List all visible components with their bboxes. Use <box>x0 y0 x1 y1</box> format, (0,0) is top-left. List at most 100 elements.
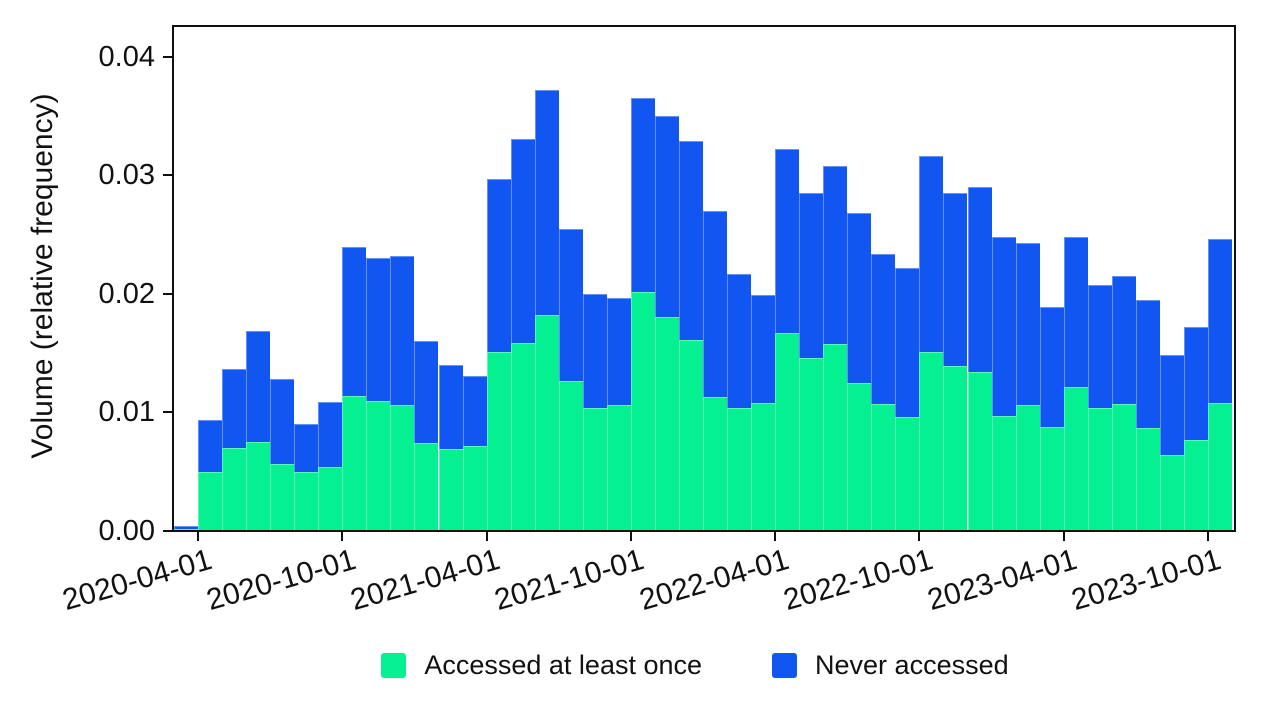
bar-2021-09 <box>606 297 631 530</box>
bar-2021-02 <box>438 365 463 530</box>
bar-2022-02 <box>727 273 752 530</box>
bar-segment-never-accessed <box>895 267 920 418</box>
bar-2020-05 <box>222 368 247 530</box>
bar-segment-accessed <box>582 407 607 530</box>
bar-segment-never-accessed <box>775 149 800 334</box>
bar-2023-09 <box>1183 327 1208 530</box>
y-tick-label: 0.02 <box>98 277 155 310</box>
legend-swatch-never-icon <box>772 653 798 678</box>
bar-2023-04 <box>1063 237 1088 530</box>
bar-segment-never-accessed <box>270 379 295 464</box>
bar-segment-accessed <box>895 417 920 530</box>
bar-2021-08 <box>582 294 607 530</box>
bar-segment-never-accessed <box>438 365 463 450</box>
y-tick-label: 0.03 <box>98 159 155 192</box>
bar-2020-06 <box>246 330 271 530</box>
x-tick-mark <box>341 532 344 541</box>
bar-segment-accessed <box>390 405 415 530</box>
legend-item-never: Never accessed <box>772 650 1009 681</box>
bar-segment-never-accessed <box>1207 239 1232 404</box>
bar-segment-never-accessed <box>462 375 487 446</box>
y-tick-mark <box>163 530 172 532</box>
bar-2021-07 <box>558 228 583 530</box>
bar-segment-never-accessed <box>1111 276 1136 405</box>
y-tick-label: 0.00 <box>98 515 155 547</box>
bar-segment-never-accessed <box>703 210 728 398</box>
x-tick-mark <box>1062 532 1065 541</box>
bar-segment-never-accessed <box>871 253 896 405</box>
y-tick-mark <box>163 55 172 58</box>
bar-2022-03 <box>751 295 776 530</box>
y-tick-label: 0.04 <box>98 40 155 73</box>
bar-2023-03 <box>1039 307 1064 530</box>
bar-segment-accessed <box>1039 426 1064 530</box>
bar-segment-accessed <box>654 316 679 530</box>
bar-segment-accessed <box>678 340 703 530</box>
bar-segment-never-accessed <box>799 193 824 359</box>
y-tick-mark <box>163 411 172 414</box>
bar-segment-accessed <box>198 471 223 530</box>
bar-segment-never-accessed <box>606 297 631 406</box>
bar-segment-never-accessed <box>727 273 752 408</box>
bar-segment-accessed <box>510 342 535 530</box>
bar-2021-03 <box>462 375 487 530</box>
x-tick-mark <box>485 532 488 541</box>
bar-segment-accessed <box>534 315 559 530</box>
bar-2022-06 <box>823 165 848 530</box>
bar-segment-accessed <box>1207 403 1232 530</box>
bar-segment-never-accessed <box>390 256 415 406</box>
bar-segment-accessed <box>222 448 247 530</box>
bar-segment-accessed <box>847 382 872 530</box>
bar-2022-11 <box>943 193 968 530</box>
bar-2022-08 <box>871 253 896 530</box>
bar-segment-never-accessed <box>414 341 439 444</box>
x-tick-label: 2023-10-01 <box>1068 543 1226 618</box>
bar-segment-accessed <box>775 333 800 530</box>
bar-2022-12 <box>967 187 992 530</box>
bar-segment-accessed <box>486 352 511 530</box>
bar-segment-never-accessed <box>1135 299 1160 429</box>
bar-segment-never-accessed <box>534 90 559 316</box>
bar-segment-never-accessed <box>1039 307 1064 427</box>
bar-segment-accessed <box>991 416 1016 530</box>
bar-segment-accessed <box>174 528 199 530</box>
bar-segment-never-accessed <box>1159 354 1184 456</box>
bar-2023-02 <box>1015 243 1040 530</box>
bar-segment-accessed <box>366 400 391 530</box>
bar-segment-accessed <box>1183 439 1208 530</box>
x-tick-mark <box>918 532 921 541</box>
bar-segment-never-accessed <box>246 330 271 443</box>
bar-2020-08 <box>294 424 319 530</box>
bar-segment-accessed <box>1159 455 1184 530</box>
bar-segment-accessed <box>1111 404 1136 530</box>
bar-2022-07 <box>847 213 872 530</box>
bar-2021-10 <box>630 98 655 530</box>
bar-segment-never-accessed <box>919 156 944 353</box>
bar-segment-accessed <box>630 291 655 530</box>
bar-2021-01 <box>414 341 439 530</box>
x-tick-mark <box>629 532 632 541</box>
bar-2020-09 <box>318 401 343 530</box>
bar-segment-accessed <box>703 397 728 530</box>
bar-segment-never-accessed <box>294 424 319 472</box>
bar-2021-11 <box>654 116 679 530</box>
bar-2021-12 <box>678 141 703 530</box>
bar-2020-10 <box>342 246 367 530</box>
bar-segment-accessed <box>342 395 367 530</box>
bar-segment-accessed <box>438 449 463 530</box>
bar-segment-never-accessed <box>630 98 655 292</box>
bar-segment-accessed <box>919 352 944 530</box>
bar-2022-01 <box>703 210 728 530</box>
bar-segment-accessed <box>606 405 631 530</box>
bar-2020-07 <box>270 379 295 530</box>
bar-segment-never-accessed <box>1183 327 1208 440</box>
bar-segment-accessed <box>1015 405 1040 530</box>
bar-segment-never-accessed <box>558 228 583 381</box>
bar-segment-never-accessed <box>486 178 511 353</box>
bar-segment-accessed <box>414 443 439 530</box>
bar-segment-never-accessed <box>222 368 247 449</box>
bar-segment-never-accessed <box>751 295 776 404</box>
bar-2020-12 <box>390 256 415 530</box>
bar-segment-accessed <box>1087 407 1112 530</box>
bar-segment-never-accessed <box>823 165 848 344</box>
